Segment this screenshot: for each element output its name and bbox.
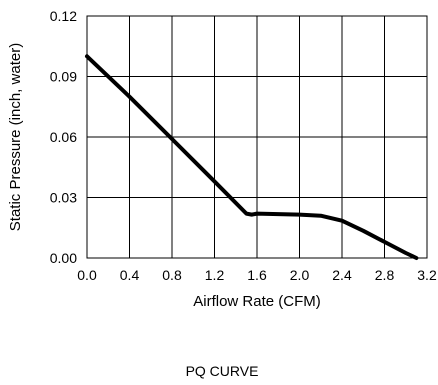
x-tick-label: 0.4 [120,267,140,283]
x-tick-label: 2.0 [290,267,310,283]
grid [87,16,427,258]
x-tick-label: 2.4 [332,267,352,283]
y-tick-label: 0.09 [50,69,77,85]
y-axis-title: Static Pressure (inch, water) [7,43,24,231]
y-tick-label: 0.03 [50,190,77,206]
x-tick-label: 1.2 [205,267,225,283]
x-tick-label: 0.8 [162,267,182,283]
tick-labels: 0.0 0.4 0.8 1.2 1.6 2.0 2.4 2.8 3.2 0.00 0.03 0.06 0… [50,8,437,283]
y-tick-label: 0.00 [50,250,77,266]
x-tick-label: 1.6 [247,267,267,283]
y-tick-label: 0.12 [50,8,77,24]
x-tick-label: 3.2 [417,267,437,283]
chart-caption: PQ CURVE [186,363,259,379]
x-axis-title: Airflow Rate (CFM) [193,293,321,310]
x-tick-label: 0.0 [77,267,97,283]
plot-area-frame [86,15,428,259]
y-tick-label: 0.06 [50,129,77,145]
pq-curve-line [85,54,419,260]
x-tick-label: 2.8 [375,267,395,283]
series-layer [85,54,419,260]
